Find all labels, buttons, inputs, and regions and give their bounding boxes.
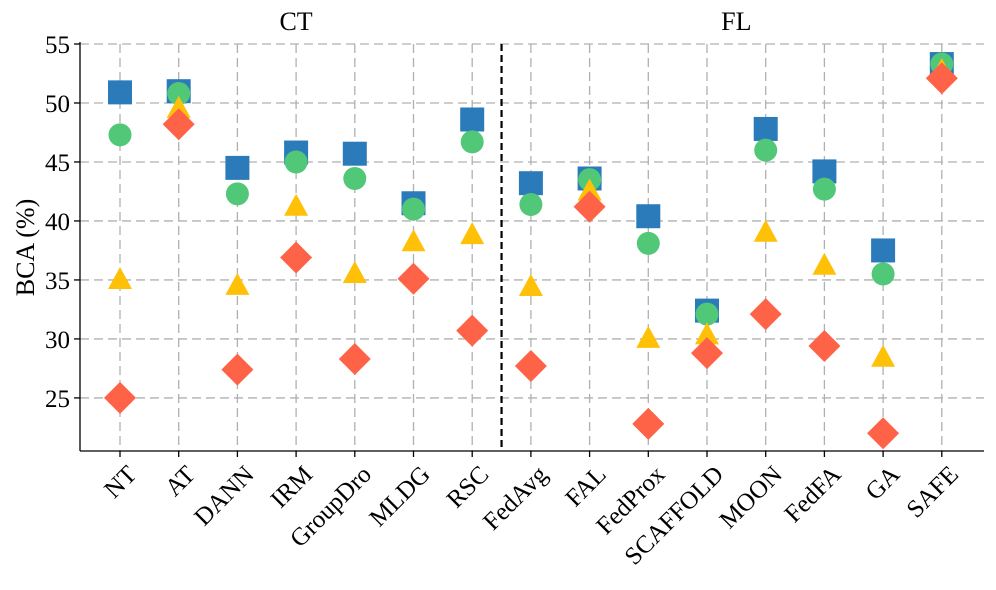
circle-marker xyxy=(284,150,308,174)
square-marker xyxy=(225,155,250,180)
y-tick-label: 50 xyxy=(45,91,70,118)
circle-marker xyxy=(343,166,367,190)
x-tick-label: FedFA xyxy=(780,461,847,528)
diamond-marker xyxy=(104,381,136,414)
triangle-marker xyxy=(636,325,661,348)
x-tick-label: FedAvg xyxy=(478,461,553,536)
group-label: FL xyxy=(721,7,751,36)
x-tick-label: SAFE xyxy=(902,461,964,523)
circle-marker xyxy=(636,231,660,255)
triangle-marker xyxy=(577,178,602,201)
triangle-marker xyxy=(401,229,426,252)
diamond-marker xyxy=(397,262,430,295)
square-marker xyxy=(518,171,543,196)
triangle-marker xyxy=(518,274,543,297)
x-tick-label: RSC xyxy=(442,461,495,514)
circle-marker xyxy=(754,138,778,162)
diamond-marker xyxy=(514,350,547,383)
diamond-marker xyxy=(456,314,489,347)
diamond-marker xyxy=(280,241,313,274)
triangle-marker xyxy=(753,219,778,242)
y-tick-label: 55 xyxy=(45,32,70,59)
group-label: CT xyxy=(279,7,312,36)
circle-marker xyxy=(402,197,425,221)
y-tick-label: 45 xyxy=(45,150,70,177)
circle-marker xyxy=(167,82,191,106)
diamond-marker xyxy=(162,108,195,141)
x-tick-label: MLDG xyxy=(364,461,435,532)
diamond-marker xyxy=(925,62,958,95)
circle-marker xyxy=(225,182,249,206)
triangle-marker xyxy=(812,252,837,275)
grid-layer xyxy=(80,43,984,451)
circle-marker xyxy=(871,262,895,286)
x-tick-label: MOON xyxy=(715,461,788,534)
triangle-marker xyxy=(460,222,485,245)
x-tick-label: AT xyxy=(160,461,201,502)
triangle-marker xyxy=(342,261,367,284)
square-marker xyxy=(108,80,132,105)
circle-marker xyxy=(108,123,132,147)
circle-marker xyxy=(460,130,484,154)
square-marker xyxy=(342,141,367,166)
triangle-marker xyxy=(871,344,896,367)
y-tick-label: 40 xyxy=(45,209,70,236)
triangle-marker xyxy=(225,272,250,295)
diamond-marker xyxy=(573,190,606,223)
triangle-marker xyxy=(695,322,719,345)
triangle-marker xyxy=(284,193,309,216)
marks-layer xyxy=(104,52,958,450)
square-marker xyxy=(753,116,778,141)
circle-marker xyxy=(695,302,719,326)
square-marker xyxy=(460,107,485,132)
triangle-marker xyxy=(108,266,132,289)
diamond-marker xyxy=(749,298,782,331)
x-tick-label: NT xyxy=(99,461,142,504)
x-tick-label: GA xyxy=(861,461,906,506)
diamond-marker xyxy=(221,353,254,386)
square-marker xyxy=(871,238,896,263)
x-tick-label: FAL xyxy=(561,461,612,512)
diamond-marker xyxy=(338,342,371,375)
triangle-marker xyxy=(166,95,191,118)
y-axis-label: BCA (%) xyxy=(11,199,40,297)
diamond-marker xyxy=(632,407,665,440)
circle-marker xyxy=(519,192,543,216)
diamond-marker xyxy=(808,330,841,363)
y-tick-label: 25 xyxy=(45,386,70,413)
circle-marker xyxy=(812,177,836,201)
square-marker xyxy=(636,204,661,229)
diamond-marker xyxy=(867,417,900,450)
y-tick-label: 35 xyxy=(45,268,70,295)
diamond-marker xyxy=(691,337,723,370)
y-tick-label: 30 xyxy=(45,327,70,354)
x-tick-label: DANN xyxy=(189,461,259,531)
x-tick-label: IRM xyxy=(266,461,318,513)
